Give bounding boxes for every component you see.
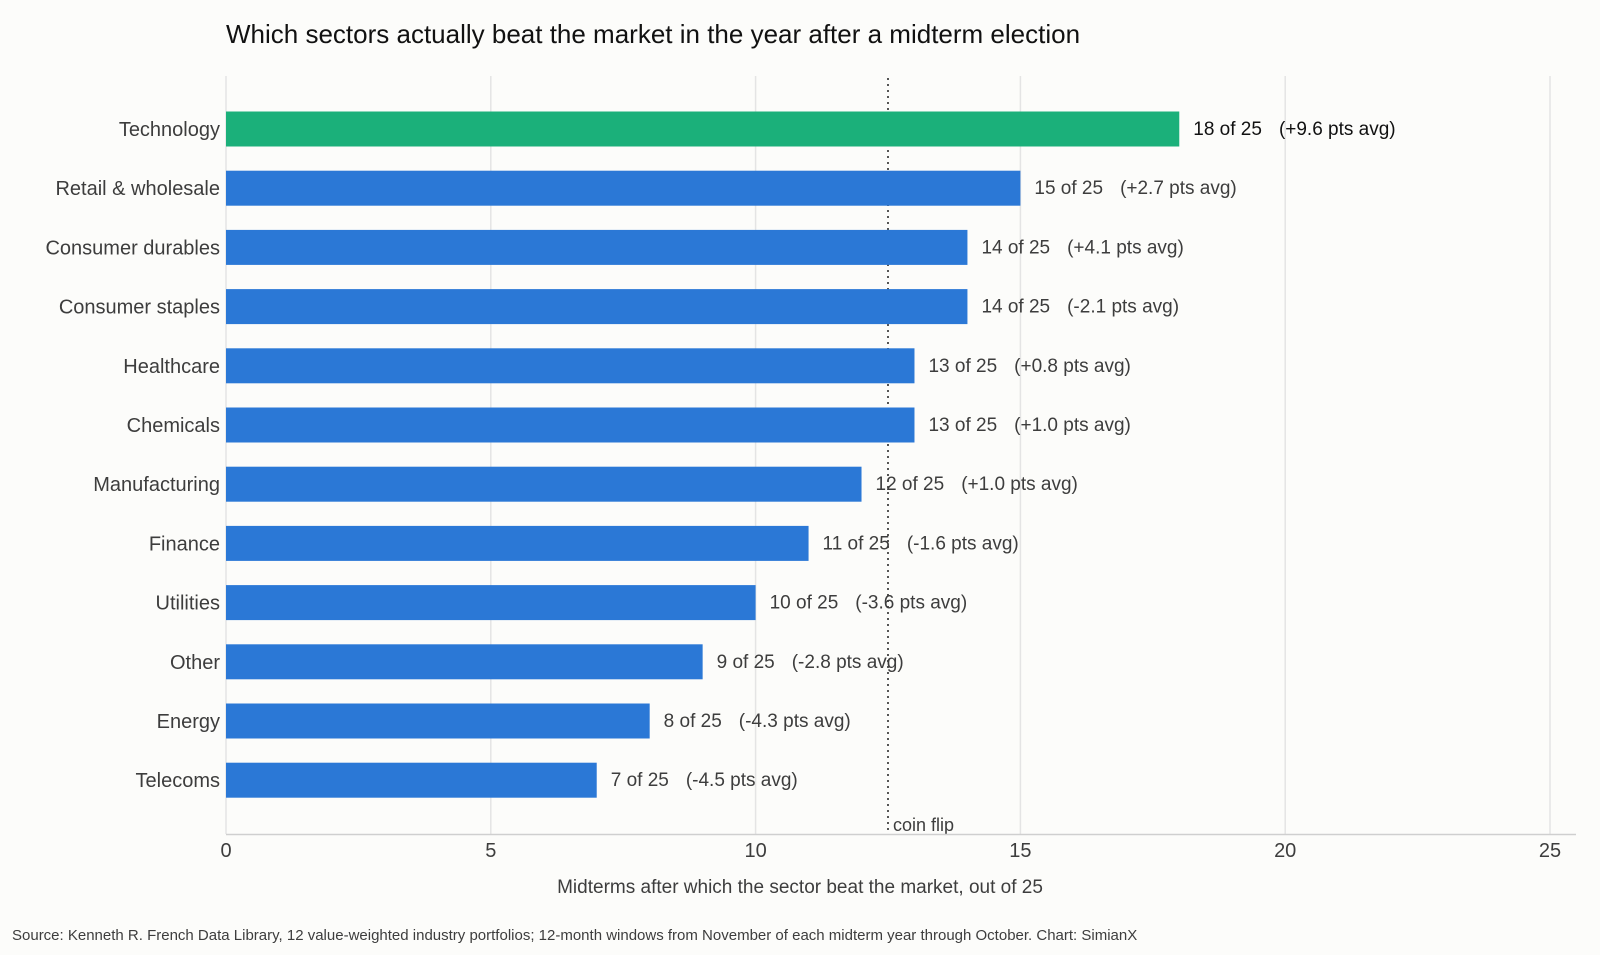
value-count-manufacturing: 12 of 25 xyxy=(876,474,945,495)
category-label-consumer-staples: Consumer staples xyxy=(59,297,220,319)
bar-healthcare xyxy=(226,348,915,384)
value-count-other: 9 of 25 xyxy=(717,652,775,673)
bar-other xyxy=(226,644,703,680)
bar-chemicals xyxy=(226,407,915,443)
x-tick-label-5: 5 xyxy=(485,840,496,862)
value-avg-telecoms: (-4.5 pts avg) xyxy=(686,770,798,791)
bar-finance xyxy=(226,525,809,561)
value-avg-consumer-durables: (+4.1 pts avg) xyxy=(1067,237,1184,258)
value-label-telecoms: 7 of 25 (-4.5 pts avg) xyxy=(611,770,798,791)
category-label-telecoms: Telecoms xyxy=(136,770,220,792)
value-label-finance: 11 of 25 (-1.6 pts avg) xyxy=(823,533,1019,554)
value-labels: 18 of 25 (+9.6 pts avg) 15 of 25 (+2.7 pts … xyxy=(611,119,1396,791)
category-label-chemicals: Chemicals xyxy=(127,415,220,437)
value-label-manufacturing: 12 of 25 (+1.0 pts avg) xyxy=(876,474,1078,495)
value-avg-utilities: (-3.6 pts avg) xyxy=(855,593,967,614)
value-avg-healthcare: (+0.8 pts avg) xyxy=(1014,356,1131,377)
category-label-technology: Technology xyxy=(119,119,220,141)
value-label-energy: 8 of 25 (-4.3 pts avg) xyxy=(664,711,851,732)
value-count-technology: 18 of 25 xyxy=(1193,119,1262,140)
x-tick-label-10: 10 xyxy=(744,840,766,862)
value-label-other: 9 of 25 (-2.8 pts avg) xyxy=(717,652,904,673)
bar-utilities xyxy=(226,585,756,621)
reference-line-label: coin flip xyxy=(893,815,954,835)
value-avg-finance: (-1.6 pts avg) xyxy=(907,533,1019,554)
value-avg-retail-wholesale: (+2.7 pts avg) xyxy=(1120,178,1237,199)
category-label-other: Other xyxy=(170,652,220,674)
value-count-retail-wholesale: 15 of 25 xyxy=(1034,178,1103,199)
category-label-retail-wholesale: Retail & wholesale xyxy=(55,178,220,200)
value-count-healthcare: 13 of 25 xyxy=(928,356,997,377)
value-label-chemicals: 13 of 25 (+1.0 pts avg) xyxy=(928,415,1130,436)
bar-retail-wholesale xyxy=(226,170,1021,206)
value-count-chemicals: 13 of 25 xyxy=(928,415,997,436)
value-avg-energy: (-4.3 pts avg) xyxy=(739,711,851,732)
bars xyxy=(226,111,1180,798)
x-tick-label-15: 15 xyxy=(1009,840,1031,862)
value-label-consumer-durables: 14 of 25 (+4.1 pts avg) xyxy=(981,237,1183,258)
bar-consumer-staples xyxy=(226,289,968,325)
x-tick-label-0: 0 xyxy=(220,840,231,862)
value-label-technology: 18 of 25 (+9.6 pts avg) xyxy=(1193,119,1395,140)
bar-telecoms xyxy=(226,762,597,798)
x-tick-label-20: 20 xyxy=(1274,840,1296,862)
value-count-consumer-staples: 14 of 25 xyxy=(981,297,1050,318)
value-count-finance: 11 of 25 xyxy=(823,533,890,554)
value-avg-manufacturing: (+1.0 pts avg) xyxy=(961,474,1078,495)
value-avg-other: (-2.8 pts avg) xyxy=(792,652,904,673)
chart-title: Which sectors actually beat the market i… xyxy=(226,19,1080,49)
value-count-energy: 8 of 25 xyxy=(664,711,722,732)
x-axis-title: Midterms after which the sector beat the… xyxy=(557,877,1043,898)
value-label-healthcare: 13 of 25 (+0.8 pts avg) xyxy=(928,356,1130,377)
category-label-energy: Energy xyxy=(157,711,220,733)
value-label-retail-wholesale: 15 of 25 (+2.7 pts avg) xyxy=(1034,178,1236,199)
category-label-finance: Finance xyxy=(149,533,220,555)
bar-energy xyxy=(226,703,650,739)
bar-manufacturing xyxy=(226,466,862,502)
value-count-telecoms: 7 of 25 xyxy=(611,770,669,791)
category-labels: Technology Retail & wholesale Consumer dur… xyxy=(45,119,220,792)
category-label-consumer-durables: Consumer durables xyxy=(45,237,220,259)
x-tick-labels: 0 5 10 15 20 25 xyxy=(220,840,1561,862)
value-avg-consumer-staples: (-2.1 pts avg) xyxy=(1067,297,1179,318)
category-label-healthcare: Healthcare xyxy=(123,356,220,378)
value-count-utilities: 10 of 25 xyxy=(770,593,839,614)
value-avg-chemicals: (+1.0 pts avg) xyxy=(1014,415,1131,436)
bar-consumer-durables xyxy=(226,229,968,265)
category-label-utilities: Utilities xyxy=(156,593,220,615)
category-label-manufacturing: Manufacturing xyxy=(93,474,220,496)
x-tick-label-25: 25 xyxy=(1539,840,1561,862)
value-label-consumer-staples: 14 of 25 (-2.1 pts avg) xyxy=(981,297,1179,318)
bar-technology xyxy=(226,111,1180,147)
source-note: Source: Kenneth R. French Data Library, … xyxy=(12,927,1137,944)
value-label-utilities: 10 of 25 (-3.6 pts avg) xyxy=(770,593,968,614)
value-count-consumer-durables: 14 of 25 xyxy=(981,237,1050,258)
value-avg-technology: (+9.6 pts avg) xyxy=(1279,119,1396,140)
